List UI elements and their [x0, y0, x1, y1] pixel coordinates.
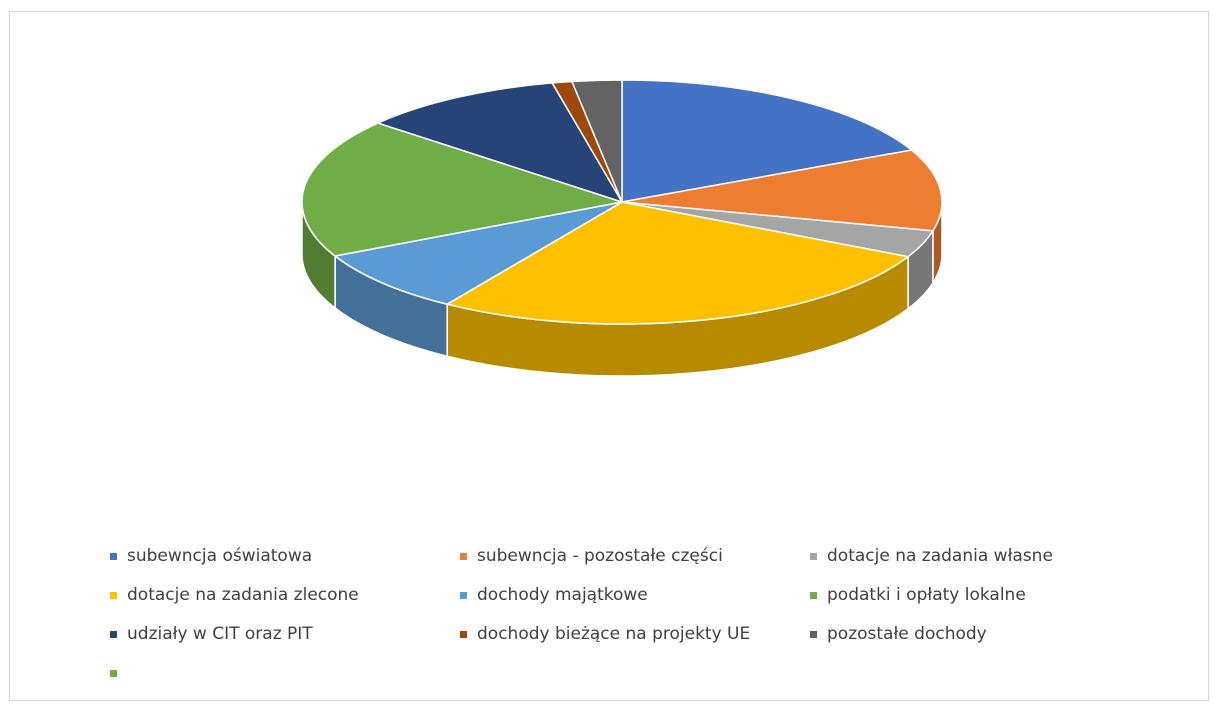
legend-swatch [110, 552, 117, 560]
legend-swatch [460, 552, 467, 560]
chart-frame: subewncja oświatowa subewncja - pozostałe… [9, 11, 1209, 701]
legend-swatch [810, 591, 817, 599]
legend-item-dotacje-na-zadania-zlecone: dotacje na zadania zlecone [110, 581, 460, 609]
legend-swatch [460, 630, 467, 638]
legend-label: subewncja oświatowa [127, 546, 313, 566]
legend-label: dotacje na zadania zlecone [127, 585, 359, 605]
pie-slice-dotacje-na-zadania-zlecone [446, 201, 909, 325]
legend-label: dotacje na zadania własne [827, 546, 1053, 566]
pie-tops [301, 79, 943, 325]
legend-label: dochody majątkowe [477, 585, 648, 605]
pie-slice-subewncja-pozosta-e-cz-ci [621, 149, 943, 232]
legend-label: podatki i opłaty lokalne [827, 585, 1026, 605]
pie-chart [301, 79, 943, 377]
pie-slice-subewncja-o-wiatowa [621, 79, 913, 203]
pie-slice-podatki-i-op-aty-lokalne [301, 122, 623, 257]
pie-slice-udzia-y-w-cit-oraz-pit [377, 82, 623, 203]
legend-item-dotacje-na-zadania-w-asne: dotacje na zadania własne [810, 542, 1160, 570]
legend-swatch [810, 630, 817, 638]
legend-item-dochody-maj-tkowe: dochody majątkowe [460, 581, 810, 609]
pie-slice-pozosta-e-dochody [571, 79, 623, 203]
legend-swatch [110, 630, 117, 638]
legend-item-podatki-i-op-aty-lokalne: podatki i opłaty lokalne [810, 581, 1160, 609]
legend-swatch [810, 552, 817, 560]
legend-label: dochody bieżące na projekty UE [477, 624, 751, 644]
legend-item-subewncja-o-wiatowa: subewncja oświatowa [110, 542, 460, 570]
legend-label: subewncja - pozostałe części [477, 546, 723, 566]
legend-item-pozosta-e-dochody: pozostałe dochody [810, 620, 1160, 648]
legend-swatch [460, 591, 467, 599]
legend: subewncja oświatowa subewncja - pozostałe… [110, 542, 1190, 687]
legend-swatch [110, 669, 117, 677]
legend-item-dochody-bie-ce-na-projekty-ue: dochody bieżące na projekty UE [460, 620, 810, 648]
legend-item-udzia-y-w-cit-oraz-pit: udziały w CIT oraz PIT [110, 620, 460, 648]
legend-label: udziały w CIT oraz PIT [127, 624, 313, 644]
legend-item-item-9 [110, 659, 460, 687]
legend-item-subewncja-pozosta-e-cz-ci: subewncja - pozostałe części [460, 542, 810, 570]
legend-swatch [110, 591, 117, 599]
pie-slice-dochody-maj-tkowe [334, 201, 623, 305]
legend-label: pozostałe dochody [827, 624, 987, 644]
